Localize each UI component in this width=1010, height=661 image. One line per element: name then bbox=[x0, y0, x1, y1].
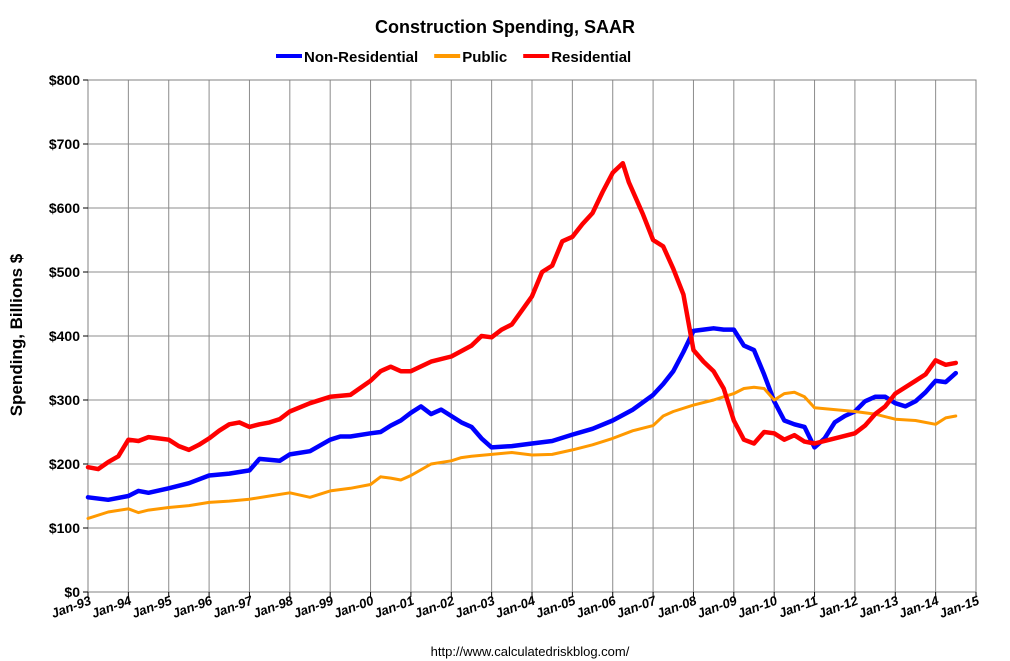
x-tick-label: Jan-12 bbox=[816, 592, 861, 620]
x-tick-label: Jan-03 bbox=[453, 592, 498, 620]
y-tick-label: $400 bbox=[49, 328, 80, 344]
x-tick-label: Jan-14 bbox=[897, 592, 942, 620]
x-tick-label: Jan-97 bbox=[211, 592, 256, 620]
y-tick-label: $200 bbox=[49, 456, 80, 472]
x-tick-label: Jan-00 bbox=[332, 592, 377, 620]
x-tick-label: Jan-95 bbox=[130, 592, 175, 620]
x-tick-label: Jan-08 bbox=[655, 592, 700, 620]
x-tick-label: Jan-06 bbox=[574, 592, 619, 620]
x-tick-label: Jan-02 bbox=[412, 592, 457, 620]
series-line-non-residential bbox=[85, 326, 959, 503]
x-tick-label: Jan-01 bbox=[372, 593, 416, 621]
x-tick-label: Jan-94 bbox=[90, 592, 135, 620]
series-lines bbox=[85, 160, 959, 520]
x-tick-label: Jan-99 bbox=[291, 592, 336, 620]
series-line-residential bbox=[85, 160, 959, 472]
x-tick-label: Jan-04 bbox=[493, 592, 538, 620]
y-tick-label: $100 bbox=[49, 520, 80, 536]
x-tick-label: Jan-15 bbox=[937, 592, 982, 620]
y-tick-label: $300 bbox=[49, 392, 80, 408]
y-axis-ticks: $0 $100 $200 $300 $400 $500 $600 $700 $800 bbox=[49, 72, 88, 600]
legend-label-public: Public bbox=[462, 49, 507, 66]
x-tick-label: Jan-07 bbox=[614, 592, 659, 620]
legend-label-non-residential: Non-Residential bbox=[304, 49, 418, 66]
chart-title: Construction Spending, SAAR bbox=[375, 17, 635, 37]
y-tick-label: $600 bbox=[49, 200, 80, 216]
source-url: http://www.calculatedriskblog.com/ bbox=[431, 644, 630, 659]
y-tick-label: $0 bbox=[64, 584, 80, 600]
legend-label-residential: Residential bbox=[551, 49, 631, 66]
legend: Non-Residential Public Residential bbox=[276, 49, 631, 66]
x-tick-label: Jan-96 bbox=[170, 592, 215, 620]
x-tick-label: Jan-13 bbox=[856, 592, 901, 620]
series-line-public bbox=[86, 385, 958, 520]
y-tick-label: $500 bbox=[49, 264, 80, 280]
x-axis-ticks: Jan-93Jan-94Jan-95Jan-96Jan-97Jan-98Jan-… bbox=[49, 592, 982, 621]
y-tick-label: $800 bbox=[49, 72, 80, 88]
x-tick-label: Jan-09 bbox=[695, 592, 740, 620]
y-tick-label: $700 bbox=[49, 136, 80, 152]
x-tick-label: Jan-05 bbox=[534, 592, 579, 620]
x-tick-label: Jan-98 bbox=[251, 592, 296, 620]
gridlines bbox=[88, 80, 976, 592]
x-tick-label: Jan-10 bbox=[735, 592, 780, 620]
y-axis-label: Spending, Billions $ bbox=[7, 253, 26, 416]
x-tick-label: Jan-11 bbox=[777, 593, 820, 621]
